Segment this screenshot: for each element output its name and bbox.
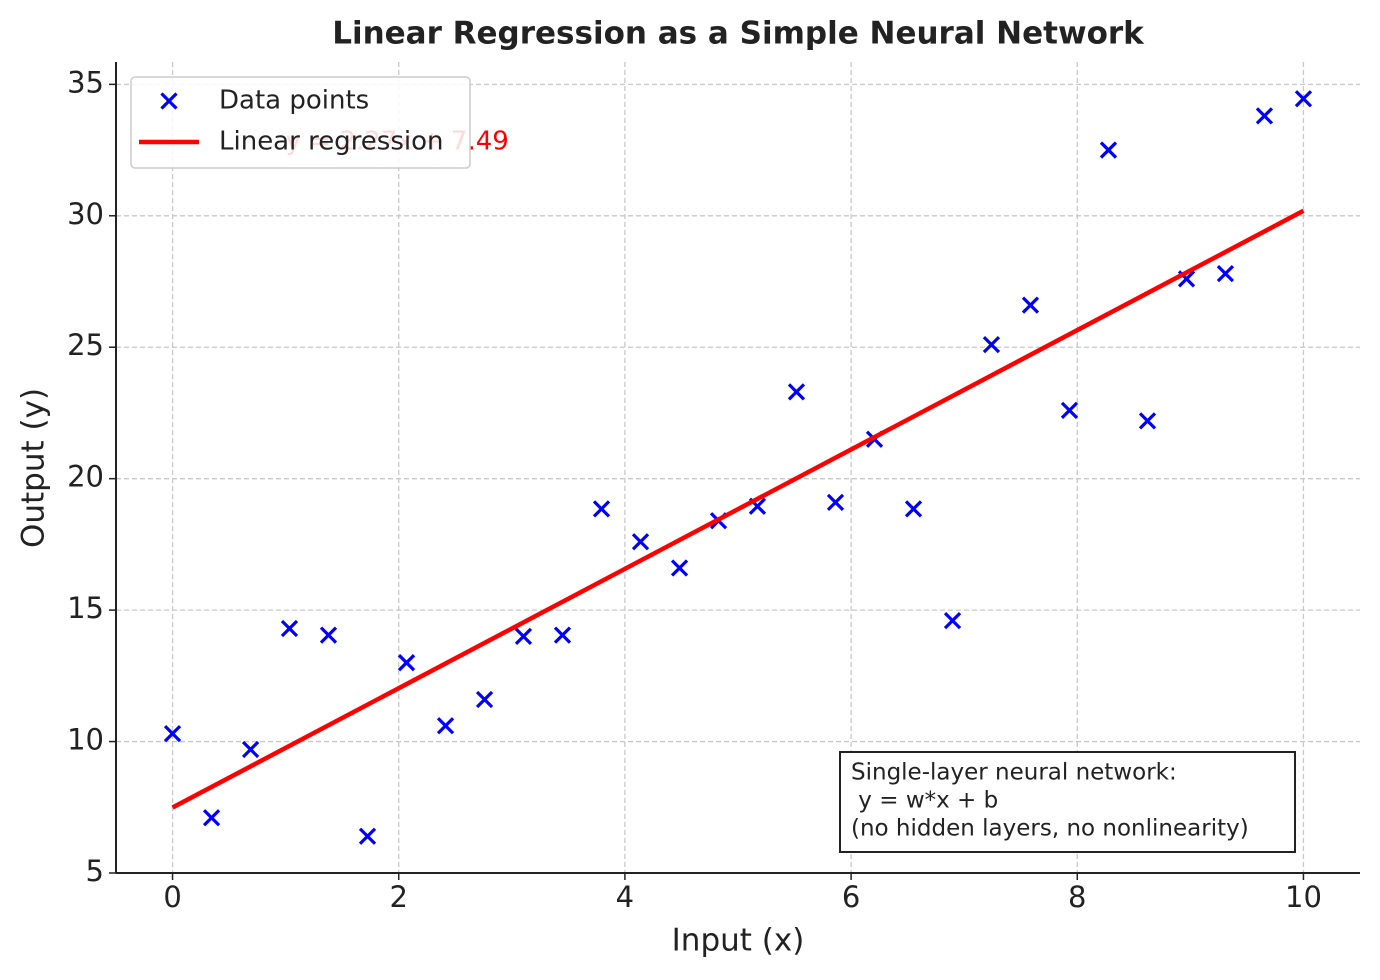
data-point (1294, 90, 1313, 108)
data-point (1060, 401, 1079, 419)
data-point (943, 611, 962, 630)
y-tick-label: 10 (67, 723, 104, 757)
data-point (670, 559, 689, 577)
info-text: (no hidden layers, no nonlinearity) (851, 816, 1249, 842)
data-point (826, 493, 845, 511)
data-point (1138, 412, 1157, 430)
data-point (982, 335, 1001, 354)
y-tick-label: 30 (67, 197, 104, 231)
y-tick-label: 5 (86, 854, 104, 888)
data-point (592, 500, 611, 518)
x-tick-label: 8 (1068, 880, 1086, 914)
data-point (358, 827, 377, 845)
data-point (787, 383, 806, 401)
data-point (475, 690, 494, 709)
data-point (1216, 264, 1235, 283)
data-point (280, 619, 299, 638)
data-point (553, 626, 572, 644)
y-tick-label: 20 (67, 460, 104, 494)
y-tick-label: 35 (67, 65, 104, 99)
data-point (1021, 296, 1040, 314)
y-tick-label: 15 (67, 591, 104, 625)
y-tick-label: 25 (67, 328, 104, 362)
x-axis-label: Input (x) (672, 923, 805, 959)
legend-box (130, 76, 471, 169)
y-axis-label: Output (y) (16, 388, 52, 548)
data-point (319, 626, 338, 644)
x-tick-label: 4 (616, 880, 634, 914)
data-point (631, 533, 650, 551)
data-point (241, 740, 260, 759)
x-tick-label: 6 (842, 880, 860, 914)
data-point (163, 725, 182, 743)
legend-label: Data points (219, 86, 369, 116)
regression-line (171, 208, 1305, 810)
data-point (1099, 141, 1118, 159)
data-point (397, 654, 416, 672)
legend-marker (160, 92, 178, 110)
x-tick-label: 0 (163, 880, 181, 914)
info-text: y = w*x + b (851, 788, 998, 814)
info-box (839, 751, 1296, 853)
legend-label: Linear regression (219, 127, 444, 157)
chart-title: Linear Regression as a Simple Neural Net… (332, 16, 1145, 52)
x-tick-label: 10 (1285, 880, 1322, 914)
data-point (436, 717, 455, 735)
info-text: Single-layer neural network: (851, 760, 1177, 786)
data-point (904, 500, 923, 518)
data-point (514, 627, 533, 646)
data-point (1255, 107, 1274, 125)
data-point (202, 809, 221, 827)
x-tick-label: 2 (390, 880, 408, 914)
